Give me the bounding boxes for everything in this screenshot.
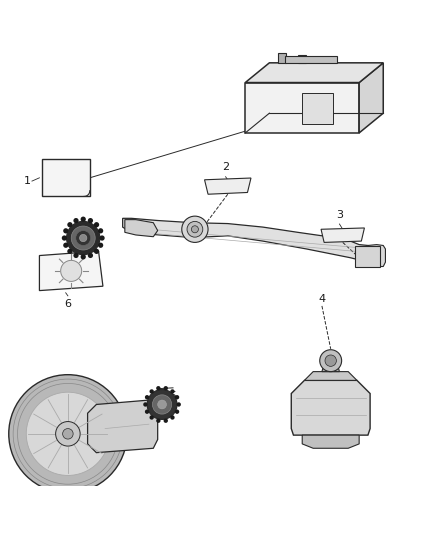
Circle shape bbox=[187, 221, 203, 237]
Circle shape bbox=[152, 395, 172, 414]
Polygon shape bbox=[359, 63, 383, 133]
Polygon shape bbox=[88, 400, 158, 453]
Circle shape bbox=[74, 253, 79, 258]
Text: 4: 4 bbox=[318, 294, 325, 304]
Text: 6: 6 bbox=[64, 300, 71, 309]
Polygon shape bbox=[366, 245, 385, 266]
Circle shape bbox=[63, 228, 68, 233]
Text: 5: 5 bbox=[170, 391, 177, 401]
Circle shape bbox=[149, 415, 154, 419]
Polygon shape bbox=[125, 220, 158, 237]
Circle shape bbox=[67, 221, 100, 255]
Polygon shape bbox=[205, 178, 251, 194]
Circle shape bbox=[88, 253, 93, 258]
Circle shape bbox=[98, 243, 103, 248]
Polygon shape bbox=[278, 53, 286, 63]
Text: 3: 3 bbox=[336, 209, 343, 220]
Circle shape bbox=[63, 429, 73, 439]
Circle shape bbox=[60, 260, 82, 281]
Circle shape bbox=[62, 236, 67, 241]
Circle shape bbox=[99, 236, 105, 241]
Circle shape bbox=[145, 395, 149, 399]
Polygon shape bbox=[123, 219, 385, 263]
Circle shape bbox=[76, 231, 91, 246]
Circle shape bbox=[98, 228, 103, 233]
Circle shape bbox=[170, 415, 175, 419]
Text: 1: 1 bbox=[24, 176, 31, 186]
Circle shape bbox=[94, 249, 99, 254]
Circle shape bbox=[67, 222, 73, 228]
Circle shape bbox=[81, 216, 86, 222]
Polygon shape bbox=[245, 63, 383, 83]
Polygon shape bbox=[304, 372, 357, 381]
Circle shape bbox=[145, 409, 149, 414]
Polygon shape bbox=[285, 56, 337, 63]
Circle shape bbox=[63, 243, 68, 248]
Circle shape bbox=[182, 216, 208, 243]
Circle shape bbox=[56, 422, 80, 446]
Polygon shape bbox=[245, 83, 359, 133]
Circle shape bbox=[170, 389, 175, 394]
Bar bbox=[355, 246, 380, 266]
Circle shape bbox=[67, 249, 73, 254]
Circle shape bbox=[175, 409, 179, 414]
Bar bbox=[42, 159, 90, 197]
Circle shape bbox=[156, 418, 161, 423]
Circle shape bbox=[94, 222, 99, 228]
Circle shape bbox=[9, 375, 127, 493]
Circle shape bbox=[81, 254, 86, 260]
Circle shape bbox=[71, 226, 95, 250]
Circle shape bbox=[74, 218, 79, 223]
Circle shape bbox=[149, 389, 154, 394]
Polygon shape bbox=[302, 435, 359, 448]
Circle shape bbox=[147, 390, 177, 419]
Circle shape bbox=[175, 395, 179, 399]
Circle shape bbox=[26, 392, 110, 475]
Text: 2: 2 bbox=[222, 163, 229, 172]
Circle shape bbox=[158, 400, 166, 409]
Polygon shape bbox=[322, 364, 339, 372]
Circle shape bbox=[177, 402, 181, 407]
Polygon shape bbox=[321, 228, 364, 243]
Circle shape bbox=[320, 350, 342, 372]
Circle shape bbox=[143, 402, 148, 407]
Polygon shape bbox=[298, 55, 306, 63]
Circle shape bbox=[163, 418, 168, 423]
Polygon shape bbox=[39, 251, 103, 290]
Bar bbox=[302, 93, 333, 124]
Circle shape bbox=[156, 386, 161, 391]
Circle shape bbox=[163, 386, 168, 391]
Circle shape bbox=[325, 355, 336, 366]
Circle shape bbox=[80, 235, 87, 241]
Circle shape bbox=[88, 218, 93, 223]
Circle shape bbox=[191, 226, 198, 233]
Polygon shape bbox=[291, 381, 370, 435]
